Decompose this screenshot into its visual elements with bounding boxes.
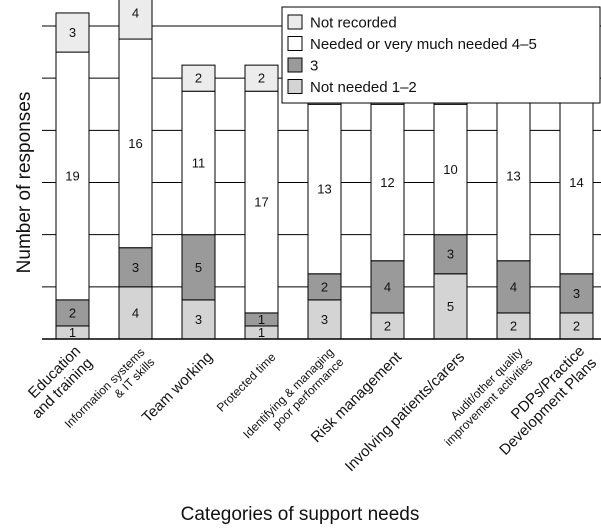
- data-label: 4: [132, 305, 139, 320]
- data-label: 13: [317, 182, 331, 197]
- data-label: 19: [65, 168, 79, 183]
- bar-segment: [55, 299, 90, 327]
- data-label: 3: [447, 247, 454, 262]
- data-label: 2: [69, 305, 76, 320]
- bar-segment: [433, 273, 468, 340]
- data-label: 11: [192, 155, 206, 170]
- bar-stack: 1 2 19 3: [55, 12, 90, 340]
- data-label: 10: [443, 162, 457, 177]
- bar-stack: 3 5 11 2: [181, 64, 216, 340]
- bar-segment: [118, 247, 153, 288]
- legend-swatch: [287, 57, 303, 73]
- bar-segment: [496, 90, 531, 262]
- data-label: 4: [132, 5, 139, 20]
- bar-stack: 23142: [559, 64, 594, 340]
- data-label: 5: [447, 299, 454, 314]
- legend-swatch: [287, 14, 303, 30]
- data-label: 12: [380, 175, 394, 190]
- y-axis-title: Number of responses: [14, 92, 35, 274]
- legend-box: [281, 6, 601, 104]
- data-label: 1: [258, 325, 265, 340]
- bar-segment: [244, 64, 279, 92]
- bar-segment: [559, 273, 594, 314]
- data-label: 2: [384, 318, 391, 333]
- legend: Not recorded Needed or very much needed 4…: [281, 6, 601, 104]
- data-label: 2: [573, 318, 580, 333]
- bar-segment: [307, 273, 342, 301]
- bar-segment: [181, 234, 216, 301]
- bar-stack: 4 3 16 4: [118, 0, 153, 340]
- bar-segment: [433, 234, 468, 275]
- bar-stack: 32133: [307, 64, 342, 340]
- bar-segment: [496, 260, 531, 314]
- legend-label: 3: [310, 58, 318, 75]
- data-label: 13: [506, 168, 520, 183]
- bar-segment: [55, 51, 90, 301]
- legend-label: Not needed 1–2: [310, 79, 417, 96]
- data-label: 3: [69, 25, 76, 40]
- bar-segment: [181, 64, 216, 92]
- bar-stack: 24123: [370, 64, 405, 340]
- data-label: 14: [569, 175, 583, 190]
- data-label: 1: [258, 312, 265, 327]
- category-label: Identifying & managingpoor performance: [240, 345, 346, 451]
- data-label: 3: [321, 312, 328, 327]
- bar-segment: [55, 12, 90, 53]
- bar-segment: [181, 299, 216, 340]
- data-label: 3: [195, 312, 202, 327]
- bar-stack: 11 17 2: [244, 64, 279, 340]
- bar-segment: [370, 103, 405, 262]
- data-label: 1: [69, 325, 76, 340]
- legend-label: Not recorded: [310, 15, 397, 32]
- data-label: 2: [195, 71, 202, 86]
- legend-swatch: [287, 36, 303, 51]
- data-label: 17: [254, 195, 268, 210]
- data-label: 2: [510, 318, 517, 333]
- bar-segment: [244, 90, 279, 314]
- data-label: 5: [195, 260, 202, 275]
- data-label: 4: [384, 279, 391, 294]
- bar-segment: [559, 90, 594, 275]
- data-label: 4: [510, 279, 517, 294]
- bar-segment: [433, 103, 468, 236]
- bar-segment: [118, 0, 153, 40]
- data-label: 2: [258, 71, 265, 86]
- legend-swatch: [287, 79, 303, 94]
- bar-segment: [370, 260, 405, 314]
- data-label: 3: [132, 260, 139, 275]
- x-axis-title: Categories of support needs: [181, 504, 420, 525]
- bar-stack: 53103: [433, 64, 468, 340]
- bar-segment: [370, 312, 405, 340]
- data-label: 2: [321, 279, 328, 294]
- data-label: 3: [573, 286, 580, 301]
- legend-label: Needed or very much needed 4–5: [310, 36, 537, 53]
- data-label: 16: [128, 136, 142, 151]
- bar-segment: [307, 299, 342, 340]
